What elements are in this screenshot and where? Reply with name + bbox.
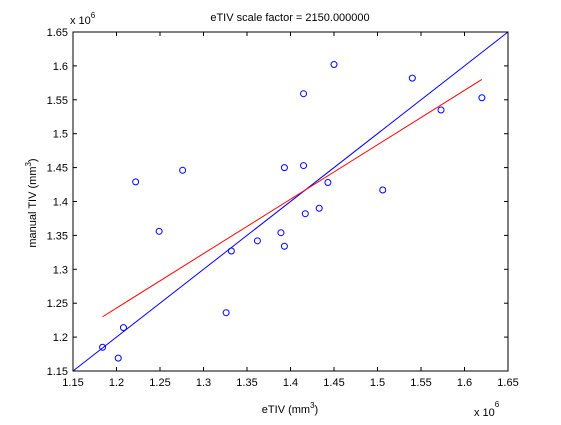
identity-line xyxy=(72,31,509,372)
data-point xyxy=(227,247,235,255)
x-tick-label: 1.65 xyxy=(497,377,518,389)
y-tick-label: 1.2 xyxy=(53,332,68,344)
data-point xyxy=(300,162,308,170)
data-point xyxy=(330,61,338,69)
y-multiplier: x 106 xyxy=(70,11,96,27)
data-point xyxy=(119,324,127,332)
y-multiplier-exponent: 6 xyxy=(91,11,96,20)
data-point xyxy=(132,178,140,186)
data-point xyxy=(315,204,323,212)
x-tick-label: 1.55 xyxy=(410,377,431,389)
x-tick-label: 1.45 xyxy=(323,377,344,389)
data-point xyxy=(300,90,308,98)
data-point xyxy=(437,106,445,114)
y-axis-label-close: ) xyxy=(27,158,39,162)
data-point xyxy=(408,74,416,82)
data-point xyxy=(280,242,288,250)
x-multiplier: x 106 xyxy=(474,400,500,419)
y-tick-label: 1.65 xyxy=(47,27,68,39)
data-point xyxy=(301,210,309,218)
y-tick-label: 1.55 xyxy=(47,95,68,107)
x-tick-label: 1.25 xyxy=(149,377,170,389)
data-point xyxy=(253,237,261,245)
x-tick-label: 1.5 xyxy=(370,377,385,389)
y-tick-label: 1.15 xyxy=(47,366,68,378)
y-tick-label: 1.45 xyxy=(47,163,68,175)
data-point xyxy=(155,227,163,235)
data-point xyxy=(379,186,387,194)
x-tick-label: 1.2 xyxy=(109,377,124,389)
y-multiplier-base: x 10 xyxy=(70,15,91,27)
x-axis-label-close: ) xyxy=(315,404,319,416)
data-point xyxy=(114,354,122,362)
data-point xyxy=(280,164,288,172)
x-axis-label-superscript: 3 xyxy=(310,401,315,410)
data-point xyxy=(222,309,230,317)
data-point xyxy=(179,166,187,174)
x-axis-label-text: eTIV (mm xyxy=(262,404,310,416)
data-point xyxy=(277,229,285,237)
y-tick-label: 1.3 xyxy=(53,264,68,276)
y-axis-label-text: manual TIV (mm xyxy=(27,167,39,248)
x-tick-label: 1.35 xyxy=(236,377,257,389)
y-axis-label: manual TIV (mm3) xyxy=(24,158,39,247)
x-multiplier-exponent: 6 xyxy=(495,400,500,409)
x-tick-label: 1.15 xyxy=(62,377,83,389)
x-multiplier-base: x 10 xyxy=(474,407,495,419)
x-tick-label: 1.4 xyxy=(283,377,298,389)
y-tick-label: 1.35 xyxy=(47,230,68,242)
fit-line xyxy=(102,79,483,318)
x-axis-label: eTIV (mm3) xyxy=(262,401,318,416)
y-tick-label: 1.6 xyxy=(53,61,68,73)
x-tick-label: 1.6 xyxy=(457,377,472,389)
y-tick-label: 1.4 xyxy=(53,197,68,209)
chart-title: eTIV scale factor = 2150.000000 xyxy=(210,12,369,24)
y-tick-label: 1.25 xyxy=(47,298,68,310)
data-point xyxy=(324,179,332,187)
data-point xyxy=(99,343,107,351)
x-tick-label: 1.3 xyxy=(196,377,211,389)
data-point xyxy=(478,94,486,102)
y-axis-label-superscript: 3 xyxy=(24,162,33,167)
y-tick-label: 1.5 xyxy=(53,129,68,141)
